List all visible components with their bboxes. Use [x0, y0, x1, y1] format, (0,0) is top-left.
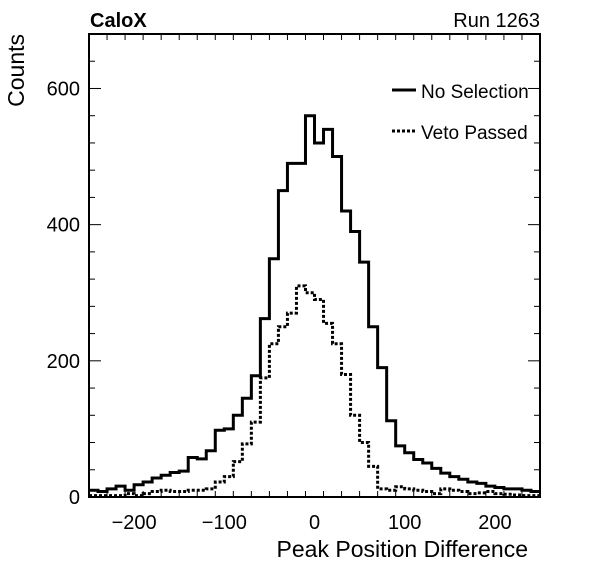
plot-frame [88, 33, 541, 498]
legend: No Selection Veto Passed [392, 82, 529, 144]
run-label: Run 1263 [453, 10, 540, 32]
y-tick-label: 0 [69, 487, 80, 509]
y-tick-label: 400 [47, 215, 80, 237]
x-tick-label: 0 [309, 512, 320, 534]
x-axis-label: Peak Position Difference [277, 536, 528, 562]
legend-label-no-selection: No Selection [421, 82, 529, 103]
y-axis-label: Counts [3, 34, 29, 107]
legend-label-veto-passed: Veto Passed [421, 123, 528, 144]
x-tick-label: −200 [112, 512, 157, 534]
plot-marks: −200 −100 0 100 200 0 200 400 600 [47, 33, 540, 534]
histogram-series-veto-passed [89, 284, 540, 498]
x-tick-label: 100 [388, 512, 421, 534]
y-tick-label: 600 [47, 78, 80, 100]
histogram-series-no-selection [89, 114, 540, 494]
experiment-label: CaloX [90, 10, 147, 32]
y-tick-label: 200 [47, 351, 80, 373]
x-tick-label: −100 [202, 512, 247, 534]
x-tick-label: 200 [478, 512, 511, 534]
